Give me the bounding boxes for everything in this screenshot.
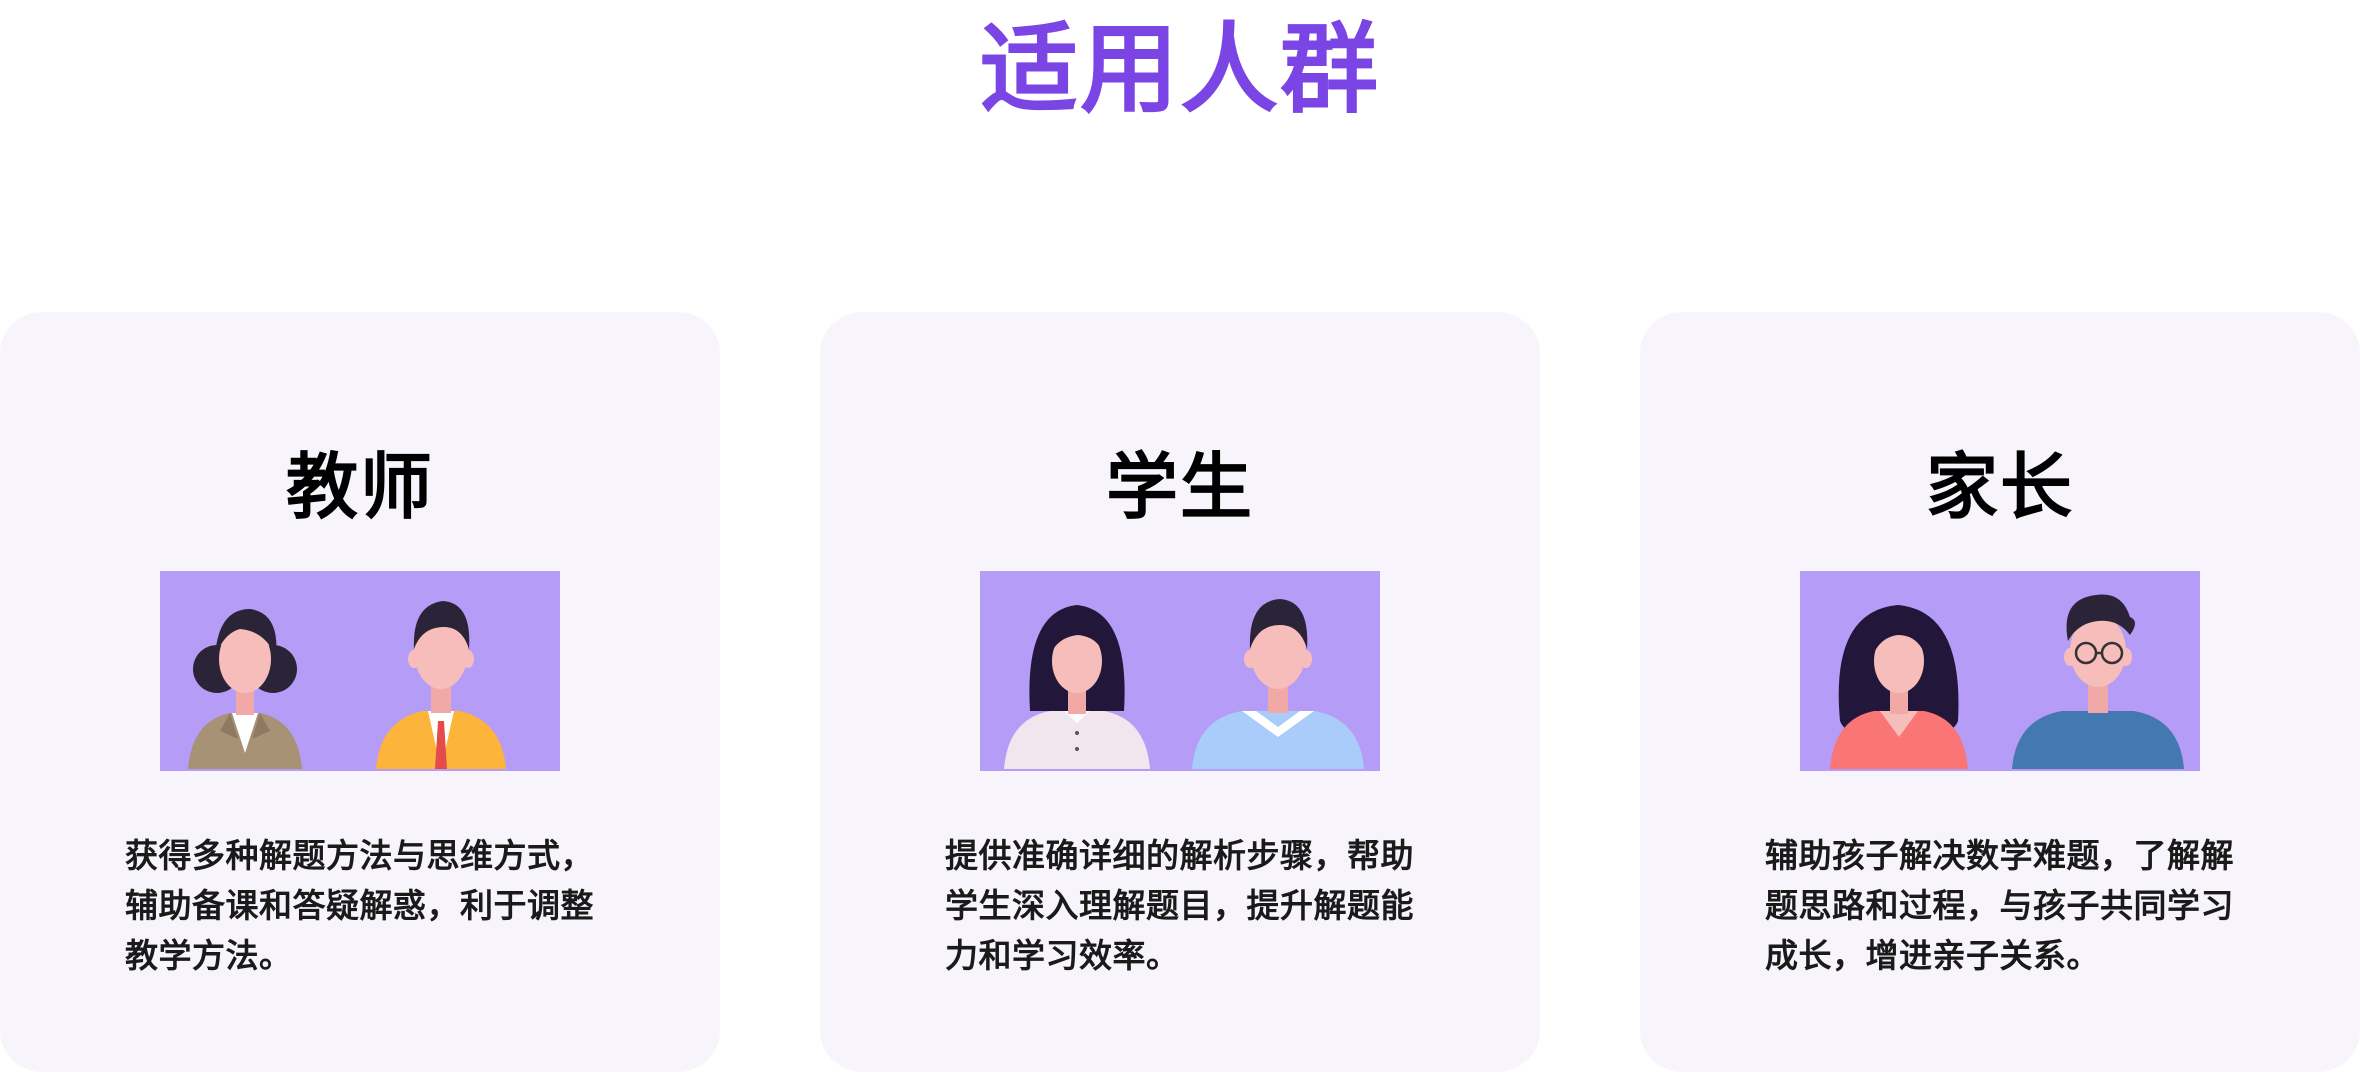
teachers-avatar-icon bbox=[160, 571, 560, 771]
card-description: 辅助孩子解决数学难题，了解解题思路和过程，与孩子共同学习成长，增进亲子关系。 bbox=[1765, 836, 2234, 975]
card-description: 提供准确详细的解析步骤，帮助学生深入理解题目，提升解题能力和学习效率。 bbox=[945, 836, 1414, 975]
parents-avatar-icon bbox=[1800, 571, 2200, 771]
card-description: 获得多种解题方法与思维方式，辅助备课和答疑解惑，利于调整教学方法。 bbox=[125, 836, 594, 975]
card-title: 家长 bbox=[1925, 445, 2074, 529]
audience-card-teacher: 教师 获得多种解题方法与思维方式，辅助备课和答疑解惑，利于调整教学方法。 bbox=[0, 312, 720, 1072]
audience-card-student: 学生 提供准确详细的解析步骤，帮助学生深入理解题目，提升解题能力和学习效率。 bbox=[820, 312, 1540, 1072]
students-avatar-icon bbox=[980, 571, 1380, 771]
page-title: 适用人群 bbox=[979, 13, 1380, 127]
card-title: 教师 bbox=[285, 445, 434, 529]
card-title: 学生 bbox=[1105, 445, 1254, 529]
audience-card-parent: 家长 辅助孩子解决数学难题，了解解题思路和过程，与孩子共同学习成长，增进亲子关系… bbox=[1640, 312, 2360, 1072]
